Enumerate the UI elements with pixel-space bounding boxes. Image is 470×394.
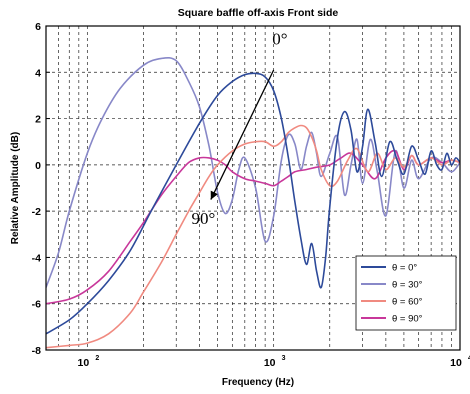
y-axis-label: Relative Amplitude (dB): [10, 132, 21, 244]
annotation-arrow-head: [210, 190, 218, 200]
y-tick-label: 0: [35, 160, 41, 172]
x-tick-exponent: 2: [95, 355, 99, 362]
y-tick-label: -2: [32, 206, 41, 218]
plot-area: [46, 56, 460, 349]
annotation-label-0: 0°: [272, 30, 287, 49]
series-line-2: [46, 124, 460, 349]
legend-label-2: θ = 60°: [392, 297, 423, 308]
y-tick-label: -4: [32, 252, 41, 264]
y-tick-label: -8: [32, 345, 41, 357]
y-tick-label: 6: [35, 21, 41, 33]
x-tick-label: 10: [77, 357, 89, 369]
y-tick-label: 2: [35, 114, 41, 126]
plot-frame: [45, 25, 461, 351]
axis-ticks: 6 4 2 0 -2 -4 -6 -8 10 2 10 3 10 4: [32, 21, 470, 369]
series-line-3: [46, 149, 460, 305]
annotations: 0° 90°: [192, 30, 288, 228]
series-line-1: [46, 56, 460, 288]
legend-label-3: θ = 90°: [392, 314, 423, 325]
x-tick-label: 10: [264, 357, 276, 369]
legend-label-1: θ = 30°: [392, 280, 423, 291]
annotation-arrow-shaft: [210, 69, 275, 200]
x-tick-exponent: 3: [282, 355, 286, 362]
chart-title: Square baffle off-axis Front side: [178, 7, 339, 19]
series-line-0: [46, 72, 460, 335]
legend: θ = 0° θ = 30° θ = 60° θ = 90°: [355, 255, 457, 331]
x-tick-exponent: 4: [468, 355, 470, 362]
x-axis-label: Frequency (Hz): [222, 377, 294, 388]
legend-label-0: θ = 0°: [392, 263, 417, 274]
annotation-label-1: 90°: [192, 209, 216, 228]
y-tick-label: -6: [32, 299, 41, 311]
x-tick-label: 10: [450, 357, 462, 369]
y-tick-label: 4: [35, 67, 41, 79]
